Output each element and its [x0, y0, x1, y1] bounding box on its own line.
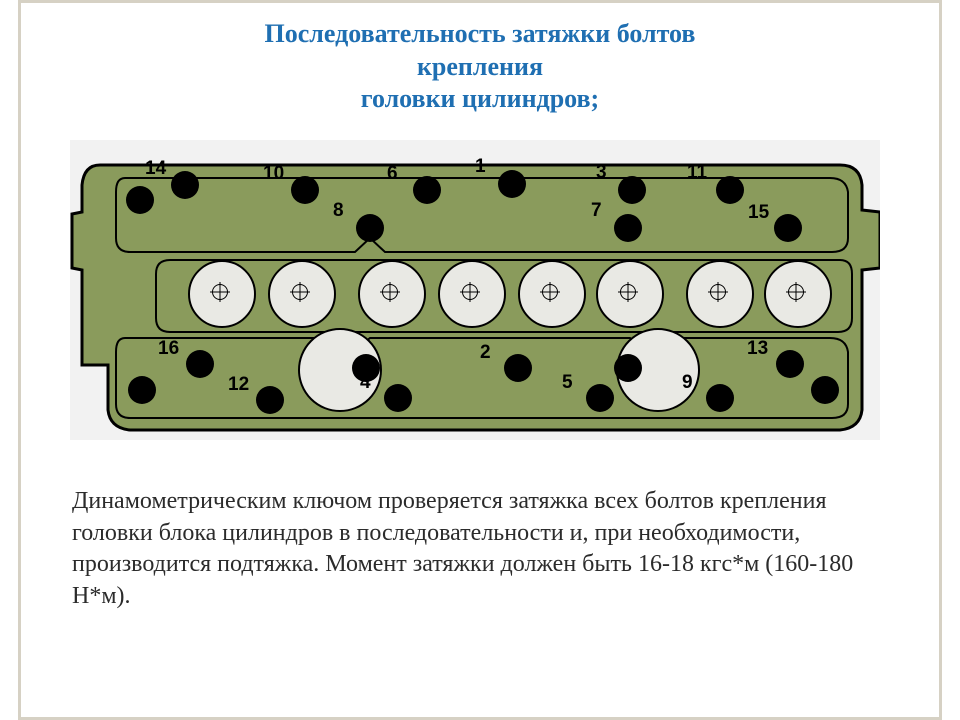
bolt-label-15: 15 — [748, 202, 788, 224]
bolt-label-8: 8 — [333, 200, 373, 222]
page-title: Последовательность затяжки болтов крепле… — [120, 18, 840, 116]
valve-center-7 — [710, 284, 726, 300]
title-line-2: крепления — [120, 51, 840, 84]
bolt-extra-3 — [128, 376, 156, 404]
bolt-label-5: 5 — [562, 372, 602, 394]
bolt-extra-2 — [614, 354, 642, 382]
bolt-extra-4 — [811, 376, 839, 404]
valve-center-1 — [212, 284, 228, 300]
slide: Последовательность затяжки болтов крепле… — [0, 0, 960, 720]
bolt-label-3: 3 — [596, 162, 636, 184]
bolt-label-7: 7 — [591, 200, 631, 222]
bolt-extra-5 — [126, 186, 154, 214]
bolt-label-1: 1 — [475, 156, 515, 178]
bolt-label-6: 6 — [387, 163, 427, 185]
valve-center-2 — [292, 284, 308, 300]
bolt-label-9: 9 — [682, 372, 722, 394]
valve-center-4 — [462, 284, 478, 300]
head-diagram: 14106813711151612425913 — [70, 140, 880, 440]
valve-center-8 — [788, 284, 804, 300]
bolt-label-16: 16 — [158, 338, 198, 360]
body-text: Динамометрическим ключом проверяется зат… — [72, 486, 892, 613]
bolt-label-11: 11 — [687, 162, 727, 184]
bolt-label-13: 13 — [747, 338, 787, 360]
valve-center-5 — [542, 284, 558, 300]
valve-center-6 — [620, 284, 636, 300]
bolt-label-10: 10 — [263, 163, 303, 185]
title-line-1: Последовательность затяжки болтов — [120, 18, 840, 51]
bolt-extra-1 — [352, 354, 380, 382]
valve-center-3 — [382, 284, 398, 300]
bolt-label-12: 12 — [228, 374, 268, 396]
bolt-label-14: 14 — [145, 158, 185, 180]
title-line-3: головки цилиндров; — [120, 83, 840, 116]
bolt-label-2: 2 — [480, 342, 520, 364]
